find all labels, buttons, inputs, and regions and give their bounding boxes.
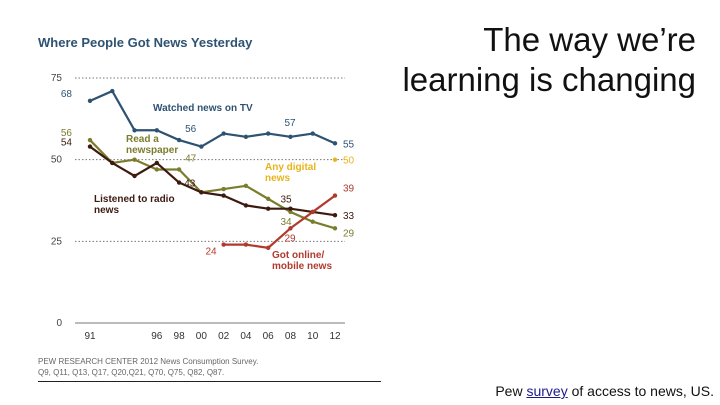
x-tick-label-96: 96 xyxy=(151,331,163,342)
data-label-2-4: 47 xyxy=(185,153,197,164)
survey-link[interactable]: survey xyxy=(526,383,568,399)
data-label-2-9: 34 xyxy=(280,217,292,228)
data-label-4-9: 29 xyxy=(284,233,296,244)
data-point-3-5 xyxy=(199,190,204,195)
data-point-0-9 xyxy=(288,134,293,139)
series-name-3-1: news xyxy=(94,205,119,216)
caption-prefix: Pew xyxy=(495,383,527,399)
data-label-0-11: 55 xyxy=(343,139,355,150)
slide-title-line-1: The way we’re xyxy=(483,21,696,58)
data-point-2-2 xyxy=(132,157,137,162)
data-point-2-10 xyxy=(310,219,315,224)
data-point-2-0 xyxy=(87,137,93,143)
series-name-1-0: Any digital xyxy=(265,162,316,173)
source-note-0: PEW RESEARCH CENTER 2012 News Consumptio… xyxy=(38,357,258,366)
data-label-3-9: 35 xyxy=(280,195,292,206)
x-tick-label-91: 91 xyxy=(84,331,96,342)
caption-divider xyxy=(38,381,381,382)
series-line-0 xyxy=(89,89,336,148)
data-point-0-5 xyxy=(199,144,204,149)
data-label-0-9: 57 xyxy=(284,118,296,129)
data-point-2-7 xyxy=(243,183,249,188)
series-name-1-1: news xyxy=(265,173,290,184)
series-name-4-1: mobile news xyxy=(272,261,332,272)
data-point-3-3 xyxy=(154,160,160,166)
data-label-0-4: 56 xyxy=(185,124,197,135)
data-point-3-4 xyxy=(176,180,182,185)
y-tick-label-25: 25 xyxy=(51,236,63,247)
series-line-3 xyxy=(89,145,336,217)
x-tick-label-12: 12 xyxy=(329,331,341,342)
data-point-2-3 xyxy=(154,167,160,172)
caption-suffix: of access to news, US. xyxy=(567,383,714,399)
series-name-3-0: Listened to radio xyxy=(94,194,175,205)
series-name-0-0: Watched news on TV xyxy=(153,103,253,114)
x-tick-label-04: 04 xyxy=(240,331,252,342)
y-tick-label-0: 0 xyxy=(56,318,62,329)
x-tick-label-02: 02 xyxy=(218,331,230,342)
news-sources-line-chart: Where People Got News Yesterday025507591… xyxy=(38,35,355,377)
data-point-2-9 xyxy=(288,209,293,215)
x-tick-label-06: 06 xyxy=(263,331,275,342)
x-tick-label-08: 08 xyxy=(285,331,297,342)
data-point-4-9 xyxy=(288,226,293,231)
data-point-0-3 xyxy=(154,128,160,133)
y-tick-label-75: 75 xyxy=(51,73,63,84)
data-label-3-11: 33 xyxy=(343,211,355,222)
slide-title: The way we’re learning is changing xyxy=(336,20,696,100)
data-point-4-8 xyxy=(265,245,271,251)
slide-title-line-2: learning is changing xyxy=(402,61,696,98)
x-tick-label-10: 10 xyxy=(307,331,319,342)
data-label-4-6: 24 xyxy=(206,247,218,258)
data-label-2-0: 56 xyxy=(61,128,73,139)
data-label-2-11: 29 xyxy=(343,228,355,239)
data-point-3-0 xyxy=(87,144,93,149)
series-line-2 xyxy=(89,139,336,230)
data-point-3-1 xyxy=(110,160,115,166)
chart-title: Where People Got News Yesterday xyxy=(38,35,253,50)
data-point-0-2 xyxy=(132,128,137,133)
x-tick-label-00: 00 xyxy=(196,331,208,342)
data-point-3-2 xyxy=(132,173,137,179)
data-point-3-11 xyxy=(332,213,338,218)
data-point-3-8 xyxy=(265,206,271,211)
y-tick-label-50: 50 xyxy=(51,155,63,166)
series-line-4 xyxy=(223,194,336,249)
data-point-0-1 xyxy=(110,88,115,94)
data-label-0-0: 68 xyxy=(61,89,73,100)
data-point-3-6 xyxy=(221,193,226,198)
data-point-0-10 xyxy=(310,131,315,136)
data-point-3-9 xyxy=(288,206,293,211)
data-point-0-0 xyxy=(87,98,93,104)
data-point-0-4 xyxy=(176,137,182,143)
data-point-4-11 xyxy=(332,193,338,198)
data-label-3-0: 54 xyxy=(61,138,73,149)
series-name-4-0: Got online/ xyxy=(272,250,324,261)
series-name-2-0: Read a xyxy=(126,134,159,145)
data-point-2-4 xyxy=(176,167,182,172)
data-label-4-11: 39 xyxy=(343,184,355,195)
data-point-2-11 xyxy=(332,226,338,231)
source-caption: Pew survey of access to news, US. xyxy=(495,383,714,399)
data-label-3-5: 43 xyxy=(184,178,196,189)
data-point-0-11 xyxy=(332,141,338,146)
data-point-2-6 xyxy=(221,186,226,192)
data-point-4-6 xyxy=(221,242,226,247)
data-point-4-7 xyxy=(243,242,249,247)
data-point-0-6 xyxy=(221,131,226,136)
x-tick-label-98: 98 xyxy=(174,331,186,342)
data-point-2-8 xyxy=(265,196,271,202)
series-name-2-1: newspaper xyxy=(126,145,178,156)
data-point-4-10 xyxy=(310,209,315,215)
data-point-1-11 xyxy=(332,157,338,162)
data-label-1-11: 50 xyxy=(343,156,355,167)
data-point-3-7 xyxy=(243,203,249,208)
data-point-0-7 xyxy=(243,134,249,139)
source-note-1: Q9, Q11, Q13, Q17, Q20,Q21, Q70, Q75, Q8… xyxy=(38,368,224,377)
data-point-0-8 xyxy=(265,131,271,136)
